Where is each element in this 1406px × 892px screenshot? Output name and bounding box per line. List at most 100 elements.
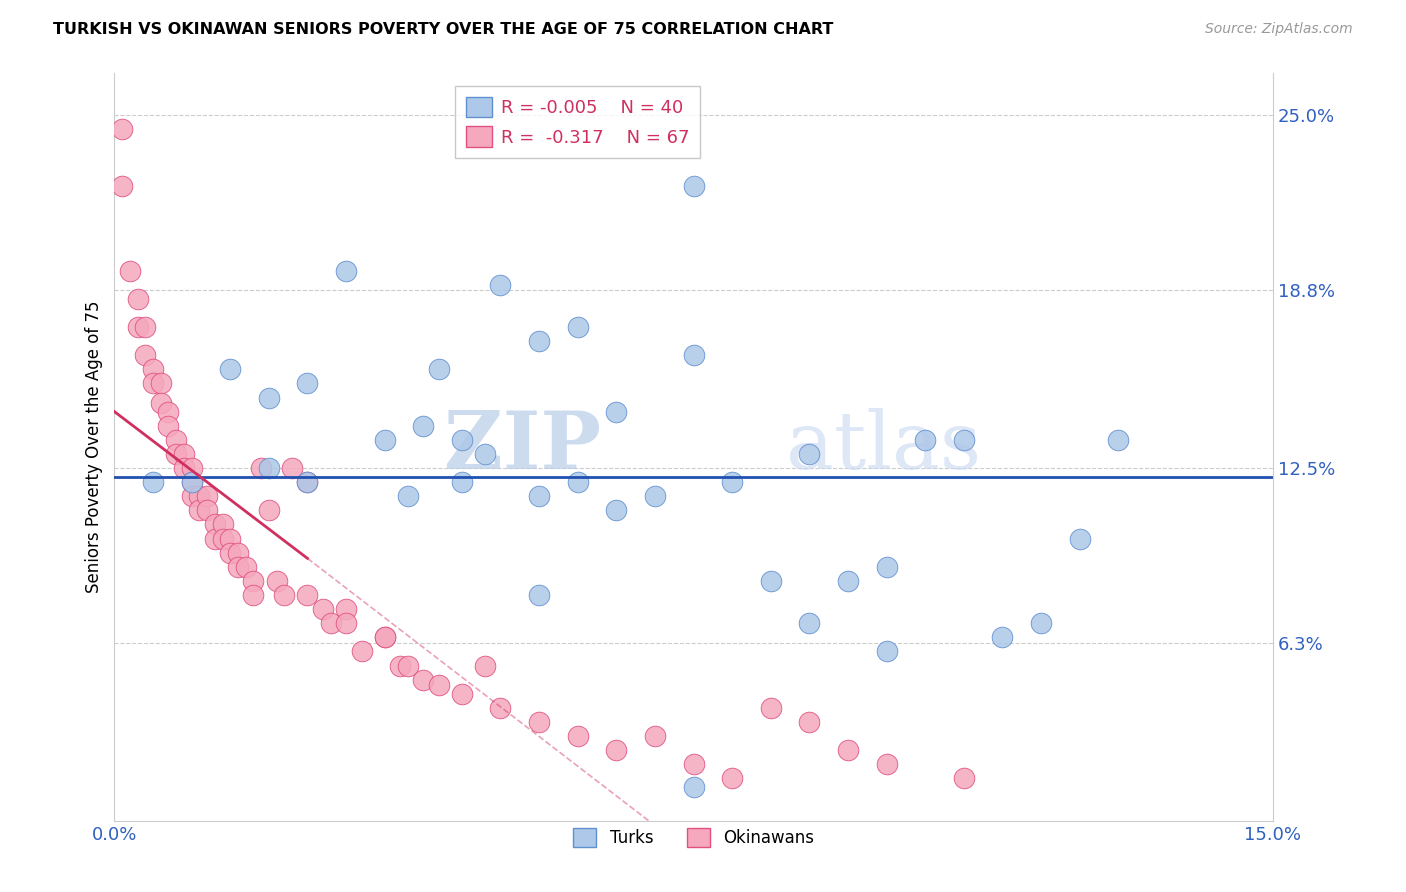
Point — [180, 475, 202, 490]
Point — [297, 475, 319, 490]
Point — [412, 673, 434, 687]
Point — [195, 489, 218, 503]
Point — [134, 320, 156, 334]
Point — [297, 376, 319, 391]
Point — [914, 433, 936, 447]
Point — [396, 658, 419, 673]
Point — [567, 320, 589, 334]
Point — [644, 729, 666, 743]
Point — [127, 292, 149, 306]
Point — [474, 658, 496, 673]
Point — [281, 461, 304, 475]
Point — [180, 489, 202, 503]
Point — [451, 475, 474, 490]
Point — [188, 503, 211, 517]
Point — [242, 574, 264, 588]
Point — [219, 532, 242, 546]
Legend: Turks, Okinawans: Turks, Okinawans — [567, 821, 821, 854]
Point — [235, 559, 257, 574]
Y-axis label: Seniors Poverty Over the Age of 75: Seniors Poverty Over the Age of 75 — [86, 301, 103, 593]
Point — [451, 687, 474, 701]
Point — [118, 263, 141, 277]
Point — [180, 475, 202, 490]
Point — [759, 574, 782, 588]
Point — [226, 546, 249, 560]
Point — [297, 588, 319, 602]
Point — [335, 263, 357, 277]
Point — [157, 404, 180, 418]
Point — [605, 743, 627, 757]
Point — [721, 475, 744, 490]
Point — [799, 714, 821, 729]
Point — [335, 602, 357, 616]
Point — [142, 475, 165, 490]
Point — [837, 574, 859, 588]
Point — [374, 631, 396, 645]
Point — [374, 631, 396, 645]
Point — [721, 772, 744, 786]
Point — [644, 489, 666, 503]
Point — [142, 362, 165, 376]
Point — [876, 757, 898, 772]
Point — [257, 503, 280, 517]
Text: ZIP: ZIP — [444, 408, 600, 486]
Point — [427, 362, 450, 376]
Point — [1107, 433, 1129, 447]
Point — [211, 532, 233, 546]
Text: atlas: atlas — [786, 408, 981, 486]
Point — [297, 475, 319, 490]
Point — [876, 559, 898, 574]
Point — [759, 701, 782, 715]
Point — [173, 447, 195, 461]
Point — [111, 122, 134, 136]
Point — [165, 433, 187, 447]
Point — [682, 757, 704, 772]
Point — [396, 489, 419, 503]
Point — [211, 517, 233, 532]
Point — [374, 433, 396, 447]
Point — [149, 396, 172, 410]
Point — [266, 574, 288, 588]
Point — [389, 658, 412, 673]
Point — [350, 644, 373, 658]
Point — [952, 772, 974, 786]
Point — [799, 447, 821, 461]
Point — [219, 362, 242, 376]
Point — [226, 559, 249, 574]
Point — [605, 404, 627, 418]
Point — [489, 277, 512, 292]
Point — [682, 178, 704, 193]
Point — [567, 729, 589, 743]
Point — [527, 334, 550, 348]
Text: Source: ZipAtlas.com: Source: ZipAtlas.com — [1205, 22, 1353, 37]
Point — [134, 348, 156, 362]
Point — [605, 503, 627, 517]
Point — [319, 616, 342, 631]
Point — [1029, 616, 1052, 631]
Point — [1069, 532, 1091, 546]
Point — [474, 447, 496, 461]
Point — [527, 489, 550, 503]
Point — [204, 532, 226, 546]
Point — [952, 433, 974, 447]
Text: TURKISH VS OKINAWAN SENIORS POVERTY OVER THE AGE OF 75 CORRELATION CHART: TURKISH VS OKINAWAN SENIORS POVERTY OVER… — [53, 22, 834, 37]
Point — [527, 588, 550, 602]
Point — [427, 678, 450, 692]
Point — [257, 391, 280, 405]
Point — [682, 348, 704, 362]
Point — [489, 701, 512, 715]
Point — [837, 743, 859, 757]
Point — [312, 602, 335, 616]
Point — [451, 433, 474, 447]
Point — [242, 588, 264, 602]
Point — [127, 320, 149, 334]
Point — [219, 546, 242, 560]
Point — [149, 376, 172, 391]
Point — [157, 418, 180, 433]
Point — [876, 644, 898, 658]
Point — [142, 376, 165, 391]
Point — [165, 447, 187, 461]
Point — [257, 461, 280, 475]
Point — [527, 714, 550, 729]
Point — [250, 461, 273, 475]
